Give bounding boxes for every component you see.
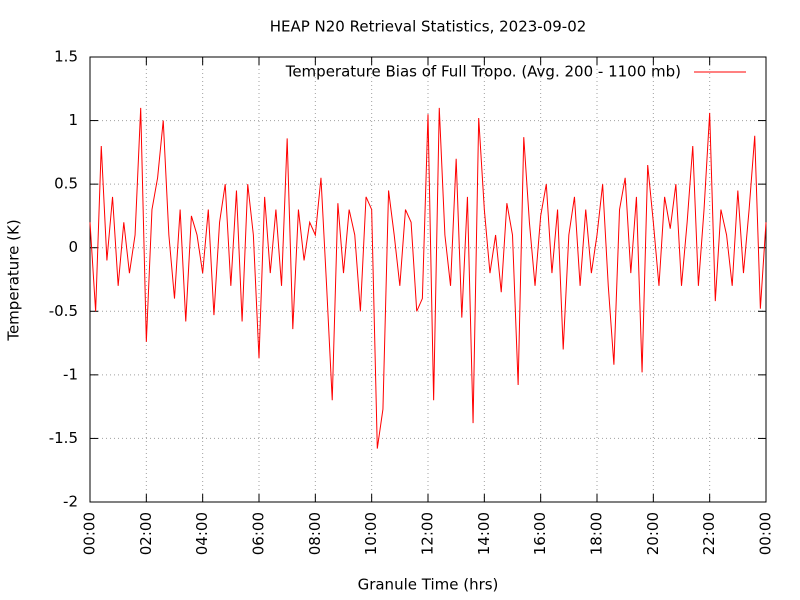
y-tick-label: -1 [63,365,78,383]
legend-label: Temperature Bias of Full Tropo. (Avg. 20… [285,63,681,81]
y-tick-label: -1.5 [49,429,78,447]
x-tick-label: 06:00 [250,512,268,555]
x-axis-label: Granule Time (hrs) [358,576,499,594]
y-tick-label: -2 [63,493,78,511]
plot-frame [89,56,767,503]
x-tick-label: 22:00 [700,512,718,555]
y-axis-label: Temperature (K) [5,219,23,341]
chart-title: HEAP N20 Retrieval Statistics, 2023-09-0… [270,18,587,36]
y-tick-label: -0.5 [49,302,78,320]
x-tick-label: 14:00 [475,512,493,555]
x-tick-label: 12:00 [419,512,437,555]
y-tick-label: 1 [68,111,78,129]
x-tick-label: 04:00 [193,512,211,555]
y-tick-label: 0 [68,238,78,256]
y-tick-label: 1.5 [54,48,78,66]
x-tick-label: 20:00 [644,512,662,555]
data-line [89,107,767,449]
x-tick-label: 02:00 [137,512,155,555]
x-tick-label: 18:00 [588,512,606,555]
x-tick-label: 00:00 [81,512,99,555]
x-tick-label: 00:00 [757,512,775,555]
x-tick-label: 10:00 [362,512,380,555]
x-tick-label: 08:00 [306,512,324,555]
x-tick-label: 16:00 [531,512,549,555]
y-tick-label: 0.5 [54,175,78,193]
